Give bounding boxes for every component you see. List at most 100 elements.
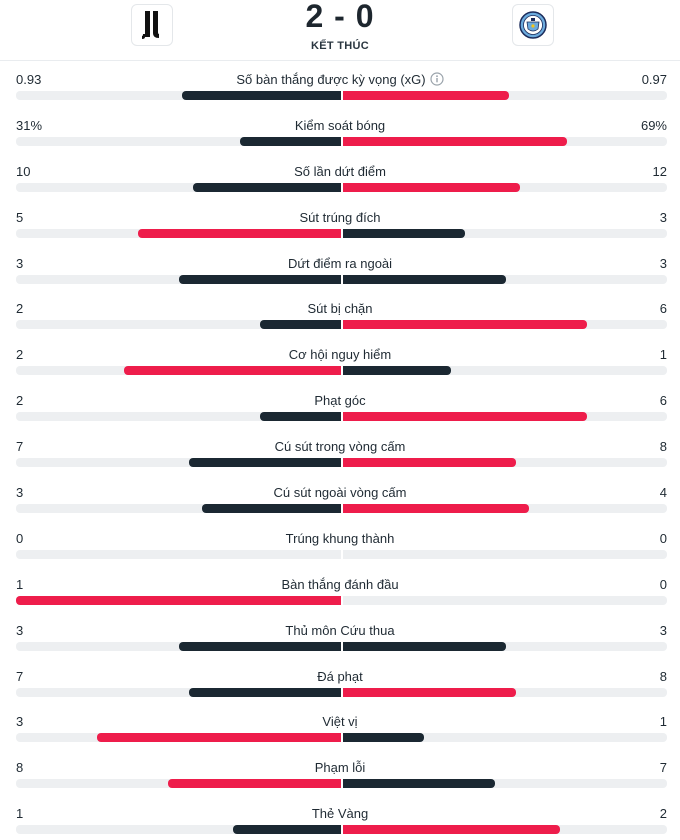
stat-row: 2 Cơ hội nguy hiểm 1	[0, 335, 680, 381]
stat-row: 8 Phạm lỗi 7	[0, 748, 680, 794]
stat-label: Thẻ Vàng	[311, 806, 369, 822]
stat-label-wrap: Sút trúng đích	[0, 210, 680, 226]
home-stat-bar-fill	[124, 366, 341, 376]
home-stat-value: 2	[16, 393, 24, 409]
stat-row: 31% Kiểm soát bóng 69%	[0, 106, 680, 152]
away-stat-bar-fill	[343, 228, 465, 238]
home-stat-bar-fill	[189, 458, 341, 468]
stat-row: 2 Phạt góc 6	[0, 381, 680, 427]
stat-label-wrap: Bàn thắng đánh đầu	[0, 577, 680, 593]
match-header: 2 - 0 KẾT THÚC	[0, 0, 680, 61]
home-stat-bar-fill	[167, 779, 341, 789]
away-stat-bar-track	[343, 91, 667, 100]
home-stat-value: 3	[16, 714, 24, 730]
away-stat-bar-fill	[343, 641, 506, 651]
home-team-logo[interactable]	[131, 4, 173, 46]
stat-row: 7 Đá phạt 8	[0, 657, 680, 703]
home-stat-bar-fill	[178, 641, 341, 651]
home-stat-bar-track	[16, 641, 341, 651]
stat-label-wrap: Thẻ Vàng	[0, 806, 680, 822]
away-team-logo[interactable]	[512, 4, 554, 46]
away-stat-value: 3	[659, 622, 667, 638]
home-stat-bar-fill	[16, 595, 341, 605]
stat-row: 5 Sút trúng đích 3	[0, 198, 680, 244]
info-icon[interactable]	[430, 72, 444, 86]
stat-label-wrap: Số lần dứt điểm	[0, 164, 680, 180]
away-stat-bar-fill	[343, 687, 517, 697]
away-stat-bar-track	[343, 687, 667, 697]
stat-label-wrap: Số bàn thắng được kỳ vọng (xG)	[0, 72, 680, 88]
home-stat-bar-fill	[137, 228, 341, 238]
home-stat-bar-track	[16, 320, 341, 330]
stat-label: Kiểm soát bóng	[294, 117, 386, 133]
stat-label: Số bàn thắng được kỳ vọng (xG)	[236, 72, 426, 87]
home-stat-value: 2	[16, 301, 24, 317]
away-stat-bar-track	[343, 825, 667, 835]
stat-label-wrap: Đá phạt	[0, 669, 680, 685]
stat-label-wrap: Cú sút trong vòng cấm	[0, 439, 680, 455]
juventus-logo-icon	[142, 11, 159, 39]
away-stat-bar-track	[343, 320, 667, 330]
home-stat-bar-fill	[97, 733, 341, 743]
home-stat-bar-track	[16, 549, 341, 559]
home-stat-value: 0.93	[16, 72, 42, 87]
home-stat-bar-track	[16, 458, 341, 468]
home-stat-bar-track	[16, 504, 341, 514]
away-stat-bar-track	[343, 641, 667, 651]
stat-label-wrap: Thủ môn Cứu thua	[0, 623, 680, 639]
away-stat-value: 3	[659, 209, 667, 225]
stat-row: 1 Thẻ Vàng 2	[0, 794, 680, 840]
stat-row: 7 Cú sút trong vòng cấm 8	[0, 427, 680, 473]
away-stat-bar-track	[343, 274, 667, 284]
stat-row: 3 Thủ môn Cứu thua 3	[0, 611, 680, 657]
home-stat-value: 10	[16, 163, 31, 179]
home-stat-bar-track	[16, 825, 341, 835]
home-stat-value: 7	[16, 439, 24, 455]
stat-label-wrap: Cú sút ngoài vòng cấm	[0, 485, 680, 501]
manchester-city-logo-icon	[519, 11, 547, 39]
home-stat-bar-fill	[259, 412, 341, 422]
stat-label-wrap: Dứt điểm ra ngoài	[0, 256, 680, 272]
away-stat-bar-track	[343, 412, 667, 422]
away-stat-bar-fill	[343, 825, 560, 835]
away-stat-bar-fill	[343, 182, 521, 192]
away-stat-bar-fill	[343, 733, 425, 743]
home-stat-value: 7	[16, 668, 24, 684]
away-stat-bar-track	[343, 595, 667, 605]
away-stat-bar-fill	[343, 91, 509, 100]
home-stat-value: 3	[16, 622, 24, 638]
stat-label: Trúng khung thành	[285, 530, 395, 546]
home-stat-value: 1	[16, 806, 24, 822]
stat-row: 3 Cú sút ngoài vòng cấm 4	[0, 473, 680, 519]
home-stat-bar-track	[16, 687, 341, 697]
away-stat-bar-fill	[343, 458, 517, 468]
stat-label: Bàn thắng đánh đầu	[281, 576, 399, 592]
home-stat-bar-track	[16, 779, 341, 789]
stat-row: 0.93 Số bàn thắng được kỳ vọng (xG) 0.97	[0, 60, 680, 106]
stat-label-wrap: Sút bị chặn	[0, 301, 680, 317]
home-stat-value: 31%	[16, 117, 43, 133]
home-stat-bar-track	[16, 366, 341, 376]
home-stat-bar-track	[16, 228, 341, 238]
home-stat-bar-track	[16, 274, 341, 284]
home-stat-bar-fill	[181, 91, 341, 100]
stat-label-wrap: Cơ hội nguy hiểm	[0, 347, 680, 363]
away-stat-value: 8	[659, 439, 667, 455]
home-stat-bar-fill	[201, 504, 341, 514]
stat-label: Sút trúng đích	[299, 209, 381, 225]
home-stat-bar-track	[16, 182, 341, 192]
away-stat-bar-fill	[343, 274, 506, 284]
away-stat-value: 8	[659, 668, 667, 684]
home-stat-bar-track	[16, 595, 341, 605]
away-stat-bar-fill	[343, 504, 529, 514]
away-stat-bar-fill	[343, 412, 587, 422]
stat-row: 3 Việt vị 1	[0, 702, 680, 748]
stat-label: Đá phạt	[317, 668, 363, 684]
away-stat-value: 3	[659, 255, 667, 271]
stat-label: Thủ môn Cứu thua	[285, 622, 395, 638]
stat-label-wrap: Phạm lỗi	[0, 760, 680, 776]
home-stat-bar-fill	[259, 320, 341, 330]
away-stat-bar-track	[343, 504, 667, 514]
stat-label: Dứt điểm ra ngoài	[287, 255, 393, 271]
away-stat-bar-fill	[343, 779, 495, 789]
